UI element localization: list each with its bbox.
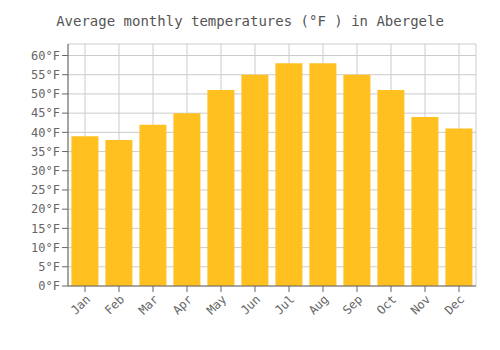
html-text:Average monthly temperatures (: Average monthly temperatures (°F ) in Ab…: [56, 13, 444, 29]
svg-text:40°F: 40°F: [31, 126, 60, 140]
svg-text:Feb: Feb: [102, 292, 127, 317]
svg-text:60°F: 60°F: [31, 49, 60, 63]
svg-text:Sep: Sep: [340, 292, 365, 317]
svg-text:15°F: 15°F: [31, 222, 60, 236]
svg-text:Apr: Apr: [170, 292, 195, 317]
svg-text:Jul: Jul: [272, 292, 297, 317]
svg-text:55°F: 55°F: [31, 68, 60, 82]
svg-text:5°F: 5°F: [38, 260, 60, 274]
svg-text:10°F: 10°F: [31, 241, 60, 255]
svg-text:Mar: Mar: [136, 292, 161, 317]
svg-text:0°F: 0°F: [38, 279, 60, 293]
svg-text:35°F: 35°F: [31, 145, 60, 159]
svg-text:Jan: Jan: [68, 292, 93, 317]
svg-text:50°F: 50°F: [31, 87, 60, 101]
svg-text:Aug: Aug: [306, 292, 331, 317]
svg-text:30°F: 30°F: [31, 164, 60, 178]
svg-text:May: May: [204, 292, 229, 317]
svg-text:45°F: 45°F: [31, 106, 60, 120]
svg-text:Nov: Nov: [408, 292, 433, 317]
svg-text:Oct: Oct: [374, 292, 399, 317]
svg-text:20°F: 20°F: [31, 202, 60, 216]
svg-text:Jun: Jun: [238, 292, 263, 317]
svg-text:Dec: Dec: [442, 292, 467, 317]
svg-text:25°F: 25°F: [31, 183, 60, 197]
